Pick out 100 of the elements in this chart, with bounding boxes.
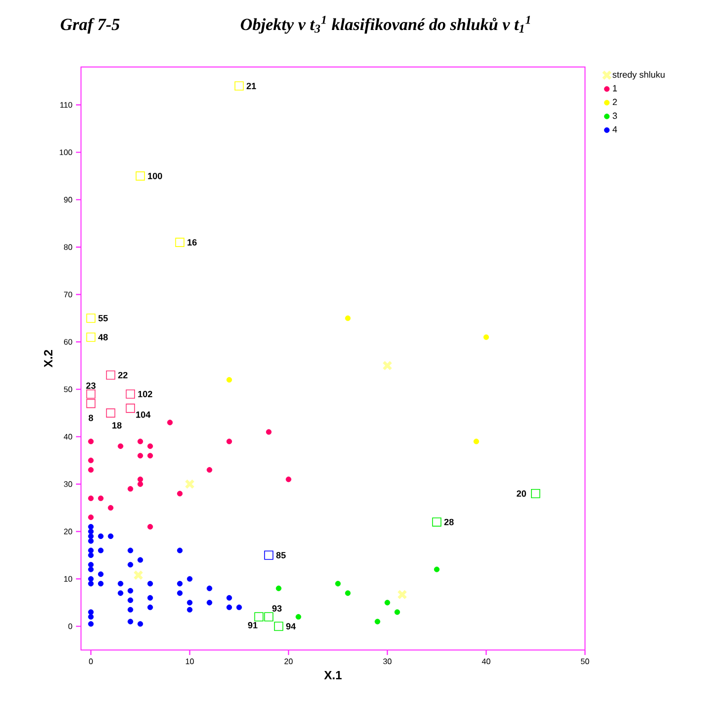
point <box>345 590 351 596</box>
point <box>98 580 104 586</box>
point <box>397 590 408 600</box>
annotation: 8 <box>88 414 94 422</box>
point <box>206 586 212 592</box>
point <box>126 404 135 413</box>
point <box>264 612 274 622</box>
point <box>147 595 153 601</box>
point <box>226 604 232 610</box>
point <box>206 467 212 473</box>
point <box>88 552 94 558</box>
annotation: 28 <box>444 518 454 526</box>
point <box>236 604 242 610</box>
point <box>108 505 114 511</box>
point <box>88 562 94 568</box>
point <box>432 517 442 527</box>
point <box>434 566 440 572</box>
annotation: 18 <box>112 422 122 429</box>
legend-label: 2 <box>612 98 617 106</box>
point <box>106 408 116 418</box>
point <box>384 600 390 606</box>
point <box>98 571 104 577</box>
annotation: 16 <box>188 239 197 246</box>
point <box>286 476 292 482</box>
point <box>531 489 540 498</box>
point <box>184 479 195 490</box>
point <box>345 315 351 321</box>
point <box>177 490 183 496</box>
point <box>86 398 96 408</box>
point <box>138 476 144 482</box>
point <box>483 334 489 340</box>
point <box>88 614 94 620</box>
point <box>138 481 144 487</box>
point <box>186 600 192 606</box>
point <box>226 438 232 444</box>
point <box>118 443 124 449</box>
point <box>128 588 134 594</box>
legend-label: 4 <box>612 126 618 132</box>
point <box>106 370 116 380</box>
point <box>118 580 124 586</box>
annotation: 104 <box>136 411 151 418</box>
point <box>88 609 94 615</box>
point <box>98 496 104 502</box>
point <box>88 528 94 534</box>
point <box>128 486 134 492</box>
x-axis-title: X.1 <box>324 671 342 680</box>
legend-label: 3 <box>612 112 617 119</box>
point <box>88 621 94 627</box>
point <box>177 590 183 596</box>
point <box>226 595 232 601</box>
point <box>88 524 94 530</box>
legend-label: stredy shluku <box>612 71 665 80</box>
point <box>88 538 94 544</box>
point <box>138 438 144 444</box>
point <box>394 609 400 615</box>
point <box>382 360 392 371</box>
point <box>234 81 244 91</box>
y-axis-title: X.2 <box>44 350 52 368</box>
annotation: 20 <box>516 490 526 497</box>
point <box>128 597 134 604</box>
point <box>118 590 124 596</box>
annotation: 48 <box>98 334 108 340</box>
point <box>88 458 94 464</box>
point <box>147 524 153 530</box>
point <box>86 389 96 399</box>
point <box>98 548 104 554</box>
chart-title: Graf 7-5 <box>60 18 120 34</box>
point <box>86 332 96 342</box>
point <box>186 606 192 612</box>
point <box>186 576 192 582</box>
chart-subtitle: Objekty v t$_{3}$$^{1}$ klasifikované do shluků v t$_{1}$1 <box>240 16 530 34</box>
annotation: 100 <box>148 172 162 180</box>
point <box>147 443 153 449</box>
point <box>88 467 94 473</box>
annotation: 22 <box>118 372 128 378</box>
point <box>264 550 274 560</box>
point <box>128 618 134 624</box>
point <box>167 420 173 426</box>
point <box>133 570 144 580</box>
point <box>126 389 135 399</box>
point <box>474 438 480 444</box>
point <box>88 533 94 540</box>
point <box>128 562 134 568</box>
point <box>128 548 134 554</box>
point <box>88 566 94 572</box>
annotation: 102 <box>138 390 152 398</box>
annotation: 23 <box>86 382 96 389</box>
point <box>98 533 104 540</box>
point <box>88 496 94 502</box>
point <box>88 580 94 586</box>
point <box>88 576 94 582</box>
point <box>138 621 144 627</box>
point <box>274 622 284 631</box>
point <box>374 618 380 624</box>
point <box>296 614 302 620</box>
point <box>128 606 134 612</box>
point <box>177 580 183 586</box>
point <box>147 604 153 610</box>
point <box>88 514 94 520</box>
point <box>108 533 114 540</box>
